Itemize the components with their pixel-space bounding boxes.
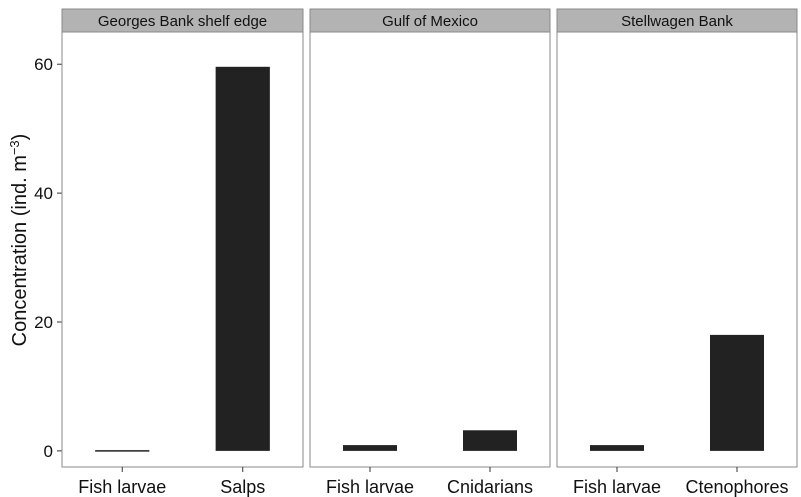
facet-plot-area <box>309 31 551 468</box>
bar-salps <box>215 66 270 451</box>
bar-fish-larvae <box>343 445 397 451</box>
facet-strip-title: Georges Bank shelf edge <box>98 13 267 30</box>
y-tick-label: 0 <box>44 442 53 461</box>
facet-panel: Georges Bank shelf edge Fish larvae Salps <box>61 8 304 497</box>
bar-fish-larvae <box>590 445 644 451</box>
x-tick-label: Salps <box>220 477 265 497</box>
x-tick-label: Ctenophores <box>685 477 788 497</box>
bar-ctenophores <box>710 334 764 451</box>
y-axis-label: Concentration (ind. m−3) <box>7 134 31 347</box>
y-axis-label-superscript: −3 <box>7 140 22 155</box>
x-tick-label: Fish larvae <box>78 477 166 497</box>
y-axis-label-group: Concentration (ind. m−3) <box>7 134 31 347</box>
y-axis: 0 20 40 60 <box>34 55 62 461</box>
y-axis-label-main: Concentration (ind. m <box>9 155 31 346</box>
bar-fish-larvae <box>95 450 150 452</box>
x-tick-label: Fish larvae <box>573 477 661 497</box>
bar-cnidarians <box>463 430 517 451</box>
x-tick-label: Fish larvae <box>326 477 414 497</box>
y-tick-label: 40 <box>34 184 53 203</box>
y-axis-label-close: ) <box>9 134 31 141</box>
facet-strip-title: Stellwagen Bank <box>621 13 733 30</box>
facet-panel: Gulf of Mexico Fish larvae Cnidarians <box>309 8 551 497</box>
x-tick-label: Cnidarians <box>447 477 533 497</box>
y-tick-label: 60 <box>34 55 53 74</box>
facet-panel: Stellwagen Bank Fish larvae Ctenophores <box>556 8 798 497</box>
facet-strip-title: Gulf of Mexico <box>382 13 478 30</box>
y-tick-label: 20 <box>34 313 53 332</box>
